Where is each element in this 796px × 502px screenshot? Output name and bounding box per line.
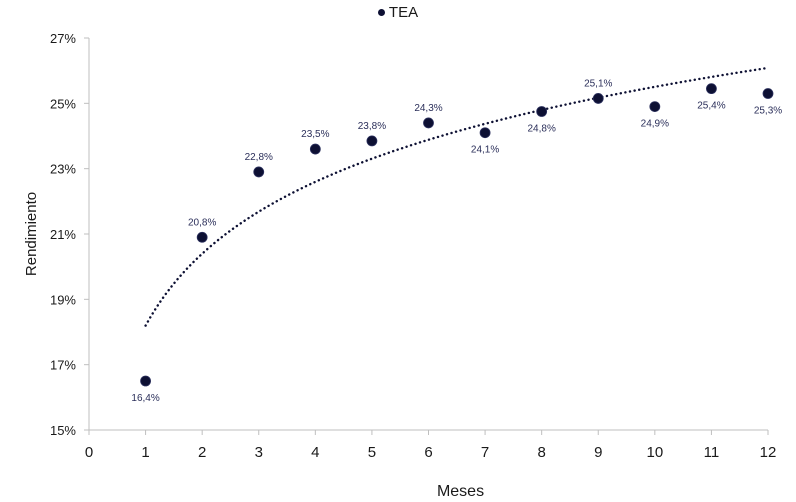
x-tick-label: 12 <box>760 444 777 461</box>
data-point <box>706 83 717 95</box>
y-tick-label: 25% <box>50 96 76 111</box>
data-point <box>536 106 548 117</box>
legend-marker-icon <box>377 8 385 16</box>
data-point <box>366 135 378 147</box>
data-label: 25,3% <box>754 106 782 117</box>
y-tick-label: 27% <box>50 31 76 46</box>
data-point <box>762 88 774 99</box>
x-tick-label: 4 <box>311 444 319 461</box>
x-tick-label: 3 <box>255 444 263 461</box>
y-tick-label: 15% <box>50 423 76 438</box>
data-point <box>140 375 151 387</box>
data-label: 24,9% <box>641 119 669 130</box>
y-tick-label: 21% <box>50 227 76 242</box>
data-point <box>196 231 208 243</box>
data-point <box>253 166 265 178</box>
x-tick-label: 1 <box>141 444 149 461</box>
x-tick-label: 5 <box>368 444 376 461</box>
y-tick-label: 19% <box>50 292 76 307</box>
data-label: 22,8% <box>245 152 273 163</box>
data-label: 20,8% <box>188 217 216 228</box>
data-point <box>309 143 321 155</box>
x-tick-label: 0 <box>85 444 93 461</box>
data-label: 24,8% <box>527 124 555 135</box>
y-tick-label: 23% <box>50 162 76 177</box>
legend-label: TEA <box>388 4 419 21</box>
data-label: 25,1% <box>584 78 612 89</box>
y-tick-label: 17% <box>50 358 76 373</box>
data-point <box>479 127 491 139</box>
data-point <box>592 93 604 104</box>
x-axis-title: Meses <box>437 483 484 500</box>
trendline <box>144 66 770 327</box>
x-tick-label: 7 <box>481 444 489 461</box>
data-label: 16,4% <box>131 393 159 404</box>
x-tick-label: 8 <box>537 444 545 461</box>
x-tick-label: 2 <box>198 444 206 461</box>
x-tick-label: 9 <box>594 444 602 461</box>
x-tick-label: 10 <box>646 444 663 461</box>
x-tick-label: 6 <box>424 444 432 461</box>
data-point <box>649 101 661 112</box>
x-tick-label: 11 <box>704 444 720 461</box>
data-point <box>423 117 434 129</box>
legend: TEA <box>0 4 796 21</box>
data-label: 23,8% <box>358 121 386 132</box>
data-label: 24,1% <box>471 145 499 156</box>
data-label: 25,4% <box>697 101 725 112</box>
data-label: 23,5% <box>301 129 329 140</box>
y-axis-title: Rendimiento <box>23 192 40 276</box>
data-label: 24,3% <box>414 103 442 114</box>
